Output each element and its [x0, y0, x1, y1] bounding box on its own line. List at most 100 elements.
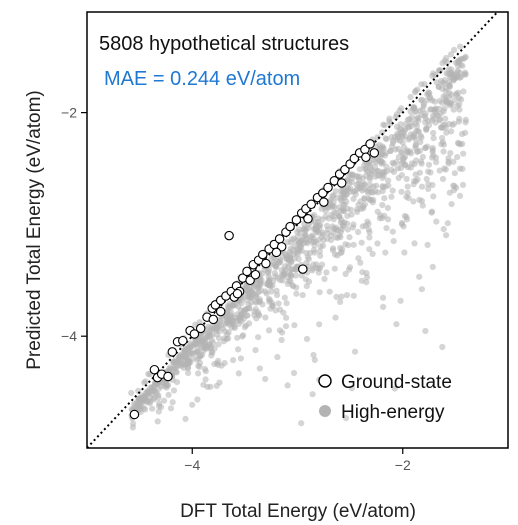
ground-state-point — [232, 288, 243, 299]
high-energy-point — [279, 329, 286, 336]
high-energy-point — [450, 106, 457, 113]
high-energy-point — [161, 397, 168, 404]
high-energy-point — [372, 173, 379, 180]
high-energy-point — [362, 166, 369, 173]
high-energy-point — [287, 245, 294, 252]
high-energy-point — [462, 119, 469, 126]
high-energy-point — [154, 418, 161, 425]
high-energy-point — [418, 183, 426, 190]
high-energy-point — [157, 383, 165, 390]
high-energy-point — [251, 312, 258, 319]
high-energy-point — [450, 158, 457, 165]
high-energy-point — [419, 153, 426, 160]
high-energy-point — [202, 376, 209, 383]
high-energy-point — [391, 385, 398, 392]
high-energy-point — [450, 77, 457, 84]
high-energy-point — [361, 186, 368, 193]
high-energy-point — [170, 387, 178, 394]
high-energy-point — [263, 290, 270, 297]
high-energy-point — [460, 150, 467, 157]
high-energy-point — [355, 201, 362, 208]
high-energy-point — [185, 369, 192, 377]
high-energy-point — [397, 297, 404, 304]
high-energy-point — [268, 288, 275, 295]
mae-annotation: MAE = 0.244 eV/atom — [104, 68, 300, 90]
x-tick-label: −2 — [395, 457, 411, 473]
ground-state-point — [163, 371, 173, 382]
high-energy-point — [422, 115, 429, 122]
high-energy-point — [451, 97, 459, 104]
high-energy-point — [456, 106, 463, 113]
high-energy-point — [412, 120, 419, 127]
high-energy-point — [173, 368, 180, 375]
high-energy-point — [419, 106, 426, 113]
high-energy-point — [355, 228, 362, 236]
high-energy-point — [362, 172, 370, 179]
high-energy-point — [340, 187, 347, 194]
high-energy-point — [459, 181, 467, 188]
high-energy-point — [447, 150, 454, 157]
high-energy-point — [356, 166, 363, 173]
high-energy-point — [439, 175, 447, 183]
high-energy-point — [331, 265, 338, 272]
high-energy-point — [415, 128, 422, 135]
high-energy-point — [252, 298, 259, 305]
high-energy-point — [288, 266, 295, 273]
high-energy-point — [303, 235, 310, 243]
high-energy-point — [208, 348, 215, 356]
high-energy-point — [322, 213, 329, 220]
high-energy-point — [210, 339, 217, 346]
high-energy-point — [462, 71, 469, 78]
high-energy-point — [389, 228, 396, 235]
high-energy-point — [454, 154, 461, 161]
high-energy-point — [347, 206, 354, 213]
high-energy-point — [445, 94, 453, 101]
high-energy-point — [235, 346, 242, 353]
high-energy-point — [302, 276, 309, 283]
high-energy-point — [208, 326, 215, 333]
high-energy-point — [269, 302, 276, 309]
high-energy-point — [456, 74, 463, 81]
high-energy-point — [265, 327, 273, 334]
high-energy-point — [279, 277, 286, 284]
high-energy-point — [155, 408, 162, 415]
high-energy-point — [327, 237, 335, 244]
high-energy-point — [406, 116, 413, 123]
high-energy-point — [398, 188, 405, 195]
high-energy-point — [339, 246, 346, 253]
high-energy-point — [348, 385, 355, 392]
high-energy-point — [182, 346, 189, 353]
high-energy-point — [226, 314, 234, 321]
high-energy-point — [303, 335, 311, 343]
high-energy-point — [374, 240, 381, 247]
high-energy-point — [403, 175, 410, 183]
high-energy-point — [429, 148, 436, 155]
high-energy-point — [338, 197, 345, 204]
high-energy-point — [343, 292, 351, 299]
high-energy-point — [448, 201, 455, 208]
ground-state-point — [129, 409, 140, 420]
high-energy-point — [433, 218, 440, 225]
high-energy-point — [438, 77, 445, 85]
high-energy-point — [155, 394, 162, 401]
high-energy-point — [368, 188, 375, 195]
high-energy-point — [444, 220, 451, 227]
y-tick-label: −4 — [61, 328, 77, 344]
high-energy-point — [368, 167, 375, 174]
high-energy-point — [424, 143, 431, 150]
high-energy-point — [198, 336, 205, 344]
high-energy-point — [383, 225, 390, 232]
ground-state-point — [261, 258, 271, 269]
ground-state-points — [129, 139, 380, 420]
high-energy-point — [373, 182, 380, 189]
high-energy-point — [243, 296, 250, 303]
high-energy-point — [319, 242, 327, 249]
high-energy-point — [443, 232, 450, 239]
high-energy-point — [293, 290, 300, 297]
high-energy-point — [273, 287, 280, 294]
high-energy-point — [385, 177, 392, 184]
high-energy-point — [316, 248, 323, 255]
high-energy-point — [216, 328, 223, 335]
ground-state-point — [369, 148, 380, 158]
ground-state-point — [361, 152, 371, 163]
